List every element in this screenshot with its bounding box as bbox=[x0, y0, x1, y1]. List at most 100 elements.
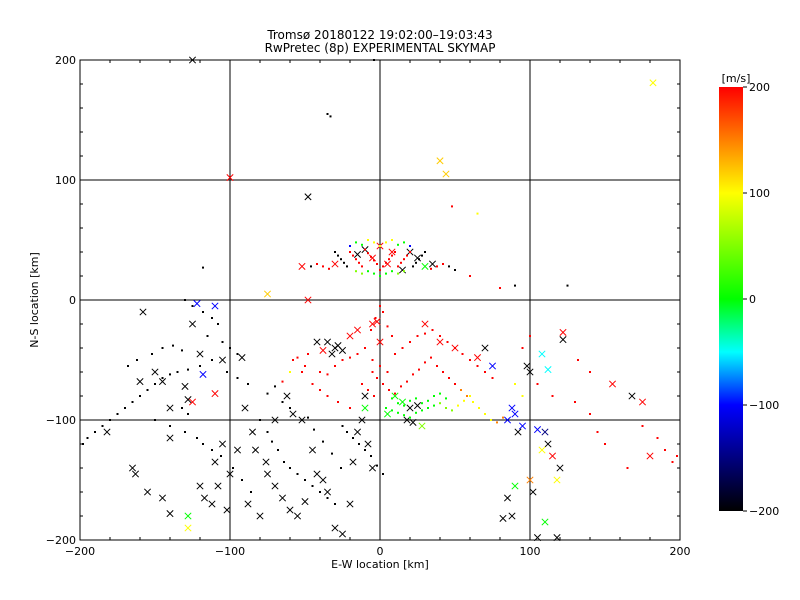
data-point-dot bbox=[382, 383, 384, 385]
x-tick-label: 100 bbox=[520, 545, 541, 558]
x-axis-label: E-W location [km] bbox=[331, 558, 429, 571]
data-point-dot bbox=[358, 443, 360, 445]
data-point-cross bbox=[166, 404, 174, 412]
data-point-dot bbox=[418, 258, 420, 261]
data-point-dot bbox=[364, 248, 366, 251]
data-point-cross bbox=[638, 398, 647, 406]
data-point-dot bbox=[283, 461, 285, 463]
data-point-cross bbox=[353, 428, 362, 436]
data-point-cross bbox=[413, 254, 422, 262]
grid-lines bbox=[80, 60, 680, 540]
data-point-dot bbox=[236, 377, 239, 379]
data-point-cross bbox=[442, 170, 450, 178]
data-point-dot bbox=[355, 270, 357, 273]
data-point-cross bbox=[271, 482, 279, 490]
data-point-dot bbox=[334, 365, 336, 367]
data-point-dot bbox=[266, 392, 269, 395]
data-point-dot bbox=[322, 265, 324, 268]
data-point-cross bbox=[388, 248, 396, 256]
data-point-cross bbox=[628, 392, 636, 400]
data-point-dot bbox=[416, 335, 419, 337]
data-point-dot bbox=[445, 407, 447, 409]
data-point-dot bbox=[589, 371, 591, 373]
data-point-cross bbox=[298, 262, 306, 270]
data-point-dot bbox=[388, 258, 390, 261]
data-point-dot bbox=[412, 265, 414, 268]
data-point-dot bbox=[403, 414, 405, 417]
data-point-dot bbox=[626, 467, 629, 469]
data-point-dot bbox=[421, 402, 423, 405]
data-point-dot bbox=[370, 255, 372, 258]
data-point-dot bbox=[484, 371, 486, 373]
data-point-cross bbox=[376, 338, 384, 346]
data-point-dot bbox=[415, 261, 417, 264]
data-point-dot bbox=[436, 265, 438, 268]
data-point-dot bbox=[131, 401, 134, 403]
data-point-dot bbox=[536, 383, 539, 385]
data-point-cross bbox=[223, 506, 231, 514]
data-point-dot bbox=[356, 353, 359, 355]
data-point-dot bbox=[352, 437, 354, 439]
data-point-cross bbox=[238, 354, 246, 362]
data-point-cross bbox=[548, 452, 557, 460]
data-point-cross bbox=[283, 392, 291, 400]
colorbar-tick-label: 100 bbox=[749, 187, 770, 200]
data-point-cross bbox=[289, 410, 297, 418]
data-point-dot bbox=[206, 335, 209, 337]
data-point-dot bbox=[430, 356, 432, 359]
data-point-dot bbox=[439, 402, 441, 405]
data-point-cross bbox=[473, 354, 482, 362]
data-point-dot bbox=[370, 329, 372, 331]
data-point-dot bbox=[379, 269, 381, 271]
data-point-dot bbox=[394, 251, 396, 253]
data-point-cross bbox=[436, 157, 444, 165]
data-point-cross bbox=[193, 300, 201, 308]
data-point-dot bbox=[461, 353, 464, 355]
data-point-dot bbox=[656, 437, 659, 439]
data-point-cross bbox=[349, 458, 357, 466]
data-point-dot bbox=[409, 399, 411, 402]
data-point-dot bbox=[326, 113, 329, 115]
data-point-cross bbox=[188, 320, 197, 328]
data-point-dot bbox=[217, 323, 219, 325]
data-point-dot bbox=[469, 395, 471, 397]
data-point-dot bbox=[379, 275, 381, 277]
data-point-cross bbox=[556, 464, 564, 472]
data-point-cross bbox=[313, 338, 321, 346]
data-point-cross bbox=[211, 390, 219, 398]
data-point-dot bbox=[397, 402, 399, 405]
data-point-dot bbox=[151, 353, 153, 355]
data-point-dot bbox=[154, 383, 156, 385]
data-point-dot bbox=[373, 259, 375, 262]
data-point-dot bbox=[211, 359, 213, 361]
data-point-cross bbox=[304, 296, 312, 304]
data-point-dot bbox=[382, 265, 384, 268]
data-point-cross bbox=[338, 530, 347, 538]
data-point-cross bbox=[544, 440, 552, 448]
data-point-dot bbox=[139, 395, 141, 397]
data-point-dot bbox=[187, 368, 189, 371]
data-point-dot bbox=[364, 449, 366, 451]
data-point-dot bbox=[319, 371, 321, 373]
data-point-dot bbox=[391, 270, 393, 273]
data-point-dot bbox=[457, 404, 459, 407]
data-point-dot bbox=[281, 401, 284, 403]
data-point-cross bbox=[211, 458, 219, 466]
data-point-cross bbox=[559, 328, 567, 336]
data-point-dot bbox=[476, 365, 479, 367]
data-point-dot bbox=[229, 347, 231, 349]
data-point-cross bbox=[286, 506, 294, 514]
data-point-cross bbox=[218, 356, 227, 364]
data-point-dot bbox=[202, 311, 204, 313]
data-point-dot bbox=[307, 416, 309, 419]
data-point-dot bbox=[446, 341, 449, 343]
data-point-cross bbox=[361, 392, 369, 400]
data-point-cross bbox=[158, 494, 167, 502]
data-point-cross bbox=[646, 452, 654, 460]
data-point-cross bbox=[200, 494, 209, 502]
data-point-cross bbox=[226, 470, 234, 478]
data-point-dot bbox=[310, 265, 312, 268]
data-point-dot bbox=[397, 243, 399, 246]
data-point-dot bbox=[409, 251, 411, 253]
data-point-dot bbox=[361, 243, 363, 246]
